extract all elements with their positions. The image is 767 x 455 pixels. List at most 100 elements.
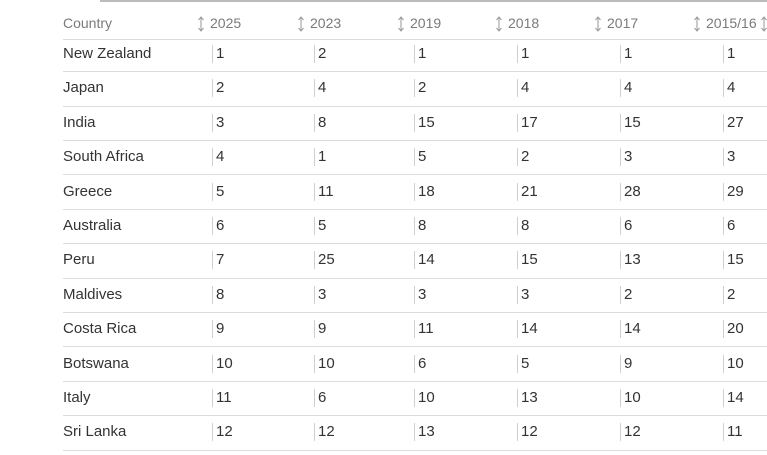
cell-divider	[414, 285, 415, 304]
column-header[interactable]: 2017	[607, 15, 639, 31]
cell-divider	[620, 320, 621, 339]
country-name: Peru	[63, 251, 95, 269]
column-header[interactable]: 2018	[508, 15, 540, 31]
cell-divider	[517, 285, 518, 304]
cell-divider	[212, 423, 213, 442]
rank-value: 17	[521, 113, 538, 131]
sort-icon[interactable]	[297, 16, 305, 32]
row-separator	[63, 209, 767, 210]
rank-value: 9	[318, 320, 327, 338]
cell-divider	[212, 217, 213, 235]
rank-value: 15	[624, 113, 641, 131]
rank-value: 4	[521, 79, 530, 97]
column-header[interactable]: 2019	[410, 15, 442, 31]
cell-divider	[620, 354, 621, 373]
row-separator	[63, 71, 767, 72]
cell-divider	[414, 79, 415, 98]
country-name: Greece	[63, 182, 113, 200]
rank-value: 11	[216, 389, 232, 406]
cell-divider	[723, 423, 724, 442]
sort-icon[interactable]	[693, 16, 701, 32]
rank-value: 27	[727, 113, 744, 131]
rank-value: 15	[418, 113, 435, 131]
rank-value: 3	[624, 148, 633, 166]
cell-divider	[414, 113, 415, 132]
country-name: Australia	[63, 217, 122, 234]
rank-value: 1	[624, 45, 633, 62]
rank-value: 2	[318, 45, 327, 62]
rank-value: 1	[418, 45, 427, 62]
cell-divider	[723, 389, 724, 407]
country-name: Costa Rica	[63, 320, 137, 338]
rank-value: 25	[318, 251, 335, 269]
cell-divider	[723, 148, 724, 167]
cell-divider	[620, 79, 621, 98]
rank-value: 12	[216, 423, 233, 441]
cell-divider	[620, 423, 621, 442]
sort-icon[interactable]	[197, 16, 205, 32]
cell-divider	[212, 79, 213, 98]
rank-value: 10	[727, 354, 744, 372]
rank-value: 2	[418, 79, 427, 97]
sort-icon[interactable]	[760, 16, 767, 32]
rank-value: 14	[624, 320, 641, 338]
cell-divider	[314, 182, 315, 201]
rank-value: 15	[521, 251, 538, 269]
rank-value: 14	[521, 320, 538, 338]
cell-divider	[212, 354, 213, 373]
rank-value: 3	[318, 285, 327, 303]
country-name: South Africa	[63, 148, 144, 166]
rank-value: 9	[216, 320, 225, 338]
rank-value: 6	[216, 217, 225, 234]
row-separator	[63, 140, 767, 141]
sort-icon[interactable]	[495, 16, 503, 32]
rank-value: 2	[521, 148, 530, 166]
country-name: Sri Lanka	[63, 423, 127, 441]
rank-value: 6	[624, 217, 633, 234]
rank-value: 2	[727, 285, 736, 303]
rank-value: 10	[318, 354, 335, 372]
rank-value: 15	[727, 251, 744, 269]
cell-divider	[620, 251, 621, 270]
cell-divider	[517, 423, 518, 442]
cell-divider	[314, 79, 315, 98]
rank-value: 21	[521, 182, 538, 200]
cell-divider	[620, 148, 621, 167]
row-separator	[63, 381, 767, 382]
row-separator	[63, 415, 767, 416]
column-header[interactable]: 2023	[310, 15, 342, 31]
cell-divider	[723, 251, 724, 270]
row-separator	[63, 312, 767, 313]
cell-divider	[723, 45, 724, 63]
country-name: Maldives	[63, 285, 123, 303]
rank-value: 18	[418, 182, 435, 200]
sort-icon[interactable]	[397, 16, 405, 32]
country-name: India	[63, 113, 96, 131]
cell-divider	[414, 320, 415, 339]
column-header[interactable]: 2015/16	[706, 15, 757, 31]
rank-value: 4	[624, 79, 633, 97]
rank-value: 2	[216, 79, 225, 97]
cell-divider	[517, 251, 518, 270]
cell-divider	[314, 251, 315, 270]
rank-value: 12	[521, 423, 538, 441]
rank-value: 13	[624, 251, 641, 269]
country-name: Botswana	[63, 354, 129, 372]
rank-value: 13	[418, 423, 435, 441]
top-scrollbar	[100, 0, 767, 2]
country-name: New Zealand	[63, 45, 152, 62]
column-header: Country	[63, 15, 113, 31]
sort-icon[interactable]	[594, 16, 602, 32]
rank-value: 8	[318, 113, 327, 131]
cell-divider	[212, 251, 213, 270]
country-name: Japan	[63, 79, 104, 97]
cell-divider	[414, 389, 415, 407]
cell-divider	[414, 148, 415, 167]
cell-divider	[212, 182, 213, 201]
cell-divider	[212, 45, 213, 63]
rank-value: 8	[418, 217, 427, 234]
column-header[interactable]: 2025	[210, 15, 242, 31]
rank-value: 6	[727, 217, 736, 234]
rank-value: 12	[318, 423, 335, 441]
row-separator	[63, 278, 767, 279]
